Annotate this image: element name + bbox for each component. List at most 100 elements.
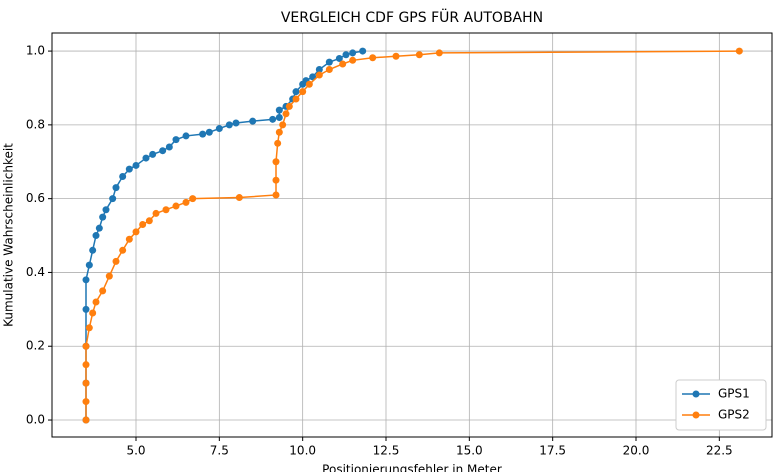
y-tick-label: 0.6 bbox=[26, 191, 45, 205]
series-marker bbox=[125, 165, 133, 173]
series-marker bbox=[282, 110, 290, 118]
y-tick-label: 0.4 bbox=[26, 265, 45, 279]
x-tick-label: 22.5 bbox=[706, 444, 733, 458]
series-marker bbox=[415, 51, 423, 59]
series-marker bbox=[132, 228, 140, 236]
series-marker bbox=[99, 287, 107, 295]
x-tick-label: 7.5 bbox=[210, 444, 229, 458]
plot-frame bbox=[51, 32, 773, 438]
y-axis-label: Kumulative Wahrscheinlichkeit bbox=[2, 143, 16, 327]
series-marker bbox=[182, 198, 190, 206]
series-marker bbox=[349, 56, 357, 64]
x-tick-label: 10.0 bbox=[289, 444, 316, 458]
series-marker bbox=[89, 246, 97, 254]
series-marker bbox=[335, 54, 343, 62]
series-marker bbox=[95, 224, 103, 232]
series-marker bbox=[205, 128, 213, 136]
x-tick-label: 5.0 bbox=[126, 444, 145, 458]
series-line bbox=[85, 50, 740, 421]
series-marker bbox=[82, 342, 90, 350]
series-marker bbox=[139, 220, 147, 228]
series-marker bbox=[152, 209, 160, 217]
series-marker bbox=[285, 102, 293, 110]
series-marker bbox=[315, 66, 323, 74]
series-marker bbox=[189, 195, 197, 203]
series-marker bbox=[142, 154, 150, 162]
series-marker bbox=[359, 47, 367, 55]
series-marker bbox=[274, 139, 282, 147]
x-tick-label: 17.5 bbox=[539, 444, 566, 458]
series-marker bbox=[369, 54, 377, 62]
series-marker bbox=[92, 232, 100, 240]
legend-marker bbox=[692, 411, 700, 419]
series-marker bbox=[272, 191, 280, 199]
series-marker bbox=[125, 235, 133, 243]
series-marker bbox=[199, 130, 207, 138]
series-marker bbox=[102, 206, 110, 214]
x-tick-label: 15.0 bbox=[456, 444, 483, 458]
series-marker bbox=[165, 143, 173, 151]
series-marker bbox=[325, 58, 333, 66]
series-marker bbox=[112, 257, 120, 265]
series-marker bbox=[225, 121, 233, 129]
y-tick-label: 0.8 bbox=[26, 117, 45, 131]
legend-label: GPS2 bbox=[718, 408, 750, 422]
series-marker bbox=[275, 106, 283, 114]
series-marker bbox=[162, 206, 170, 214]
series-marker bbox=[305, 80, 313, 88]
series-marker bbox=[339, 60, 347, 68]
series-marker bbox=[172, 202, 180, 210]
series-marker bbox=[85, 324, 93, 332]
y-tick-label: 0.2 bbox=[26, 339, 45, 353]
series-marker bbox=[735, 47, 743, 55]
series-marker bbox=[392, 52, 400, 60]
series-marker bbox=[82, 398, 90, 406]
x-tick-label: 12.5 bbox=[373, 444, 400, 458]
chart-title: VERGLEICH CDF GPS FÜR AUTOBAHN bbox=[281, 8, 543, 26]
series-marker bbox=[269, 115, 277, 123]
series-marker bbox=[349, 49, 357, 57]
series-marker bbox=[82, 276, 90, 284]
series-marker bbox=[119, 173, 127, 181]
series-marker bbox=[232, 119, 240, 127]
series-marker bbox=[105, 272, 113, 280]
series-marker bbox=[109, 195, 117, 203]
series-marker bbox=[292, 88, 300, 96]
series-marker bbox=[275, 128, 283, 136]
series-marker bbox=[92, 298, 100, 306]
series-marker bbox=[82, 416, 90, 424]
series-marker bbox=[315, 71, 323, 79]
series-marker bbox=[235, 194, 243, 202]
series-marker bbox=[82, 379, 90, 387]
legend-marker bbox=[692, 390, 700, 398]
series-marker bbox=[85, 261, 93, 269]
series-marker bbox=[435, 49, 443, 57]
series-marker bbox=[132, 161, 140, 169]
series-marker bbox=[249, 117, 257, 125]
series-marker bbox=[145, 217, 153, 225]
series-marker bbox=[215, 125, 223, 133]
series-marker bbox=[279, 121, 287, 129]
series-marker bbox=[342, 51, 350, 59]
series-marker bbox=[325, 66, 333, 74]
series-marker bbox=[99, 213, 107, 221]
series-marker bbox=[299, 88, 307, 96]
series-marker bbox=[292, 95, 300, 103]
series-line bbox=[85, 50, 363, 421]
series-marker bbox=[89, 309, 97, 317]
series-marker bbox=[149, 150, 157, 158]
x-tick-label: 20.0 bbox=[623, 444, 650, 458]
series-marker bbox=[159, 147, 167, 155]
series-marker bbox=[275, 113, 283, 121]
series-marker bbox=[182, 132, 190, 140]
series-marker bbox=[112, 184, 120, 192]
x-axis-label: Positionierungsfehler in Meter bbox=[322, 463, 502, 472]
y-tick-label: 0.0 bbox=[26, 413, 45, 427]
series-marker bbox=[119, 246, 127, 254]
series-marker bbox=[272, 158, 280, 166]
series-marker bbox=[272, 176, 280, 184]
legend-label: GPS1 bbox=[718, 387, 750, 401]
series-marker bbox=[172, 136, 180, 144]
y-tick-label: 1.0 bbox=[26, 44, 45, 58]
